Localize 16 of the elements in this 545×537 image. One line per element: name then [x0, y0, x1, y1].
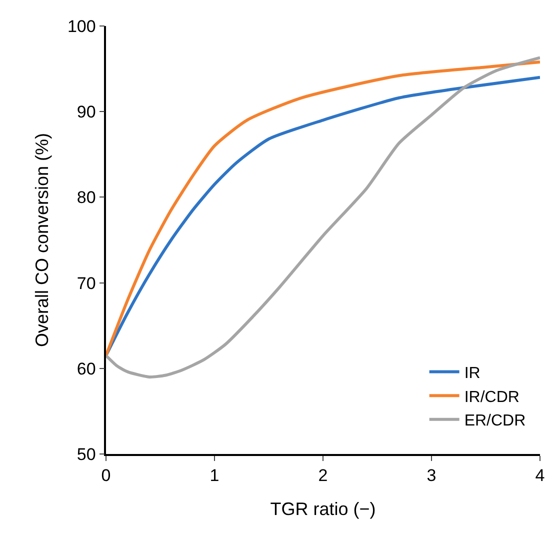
legend-label: ER/CDR [464, 412, 526, 430]
x-tick-label: 1 [210, 466, 220, 486]
y-tick-label: 80 [76, 188, 96, 208]
y-tick-label: 70 [76, 274, 96, 293]
legend-label: IR/CDR [464, 388, 520, 406]
legend-label: IR [464, 365, 480, 382]
y-axis-title: Overall CO conversion (%) [32, 132, 52, 348]
x-axis-title: TGR ratio (−) [270, 498, 376, 519]
x-tick-label: 0 [101, 466, 111, 486]
x-tick-label: 3 [426, 466, 436, 486]
y-tick-label: 100 [67, 16, 96, 36]
x-tick-label: 4 [535, 466, 545, 486]
y-tick-label: 90 [76, 102, 96, 122]
y-tick-label: 50 [76, 444, 96, 464]
x-tick-label: 2 [318, 466, 328, 486]
y-tick-label: 60 [76, 359, 96, 378]
